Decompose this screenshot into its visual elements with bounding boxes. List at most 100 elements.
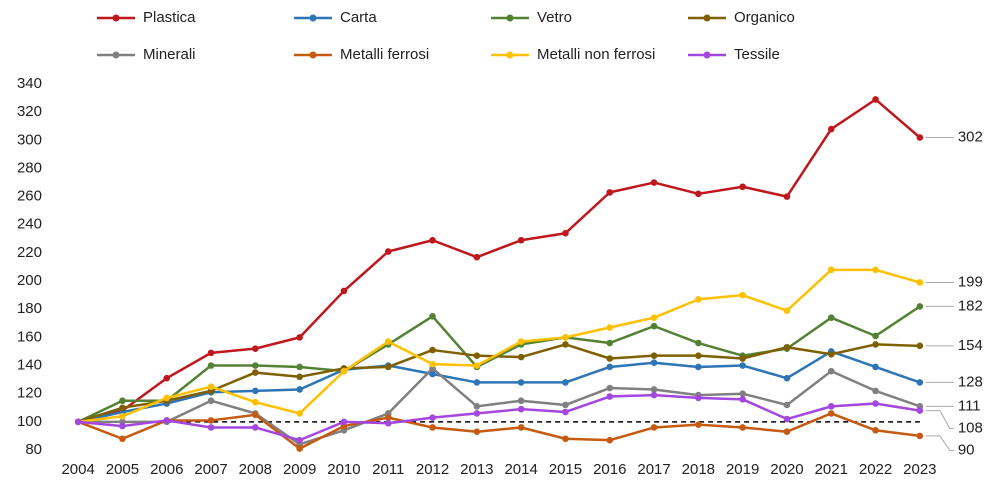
point xyxy=(163,394,171,402)
point xyxy=(517,353,525,361)
point xyxy=(517,338,525,345)
point xyxy=(119,412,126,420)
point xyxy=(562,341,569,348)
legend-label: Organico xyxy=(734,9,795,26)
legend-marker xyxy=(703,51,711,59)
series-line xyxy=(78,393,921,442)
point xyxy=(606,363,614,371)
point xyxy=(207,397,215,405)
point xyxy=(650,179,658,186)
point xyxy=(695,394,702,402)
point xyxy=(473,428,481,436)
point xyxy=(562,408,569,416)
point xyxy=(296,445,303,452)
y-tick-label: 220 xyxy=(17,244,42,261)
point xyxy=(517,405,525,413)
legend-label: Metalli ferrosi xyxy=(340,46,429,63)
point xyxy=(739,424,746,431)
point xyxy=(252,362,259,369)
point xyxy=(739,183,746,191)
point xyxy=(207,362,215,369)
x-tick-label: 2009 xyxy=(283,461,316,478)
point xyxy=(562,435,569,443)
point xyxy=(296,386,303,393)
point xyxy=(783,343,791,351)
x-tick-label: 2007 xyxy=(194,461,227,478)
legend-marker xyxy=(309,14,317,22)
point xyxy=(340,418,348,426)
legend-marker xyxy=(112,51,120,59)
point xyxy=(517,397,525,405)
point xyxy=(207,424,215,431)
series-line xyxy=(77,268,921,424)
point xyxy=(473,253,481,261)
point xyxy=(562,229,569,237)
point xyxy=(473,362,481,369)
legend-marker xyxy=(506,51,514,59)
point xyxy=(252,369,259,376)
point xyxy=(650,386,658,393)
point xyxy=(252,345,259,352)
legend-label: Carta xyxy=(340,9,377,26)
point xyxy=(119,404,126,412)
point xyxy=(517,379,525,386)
point xyxy=(827,314,835,321)
point xyxy=(119,435,126,443)
point xyxy=(650,314,658,321)
point xyxy=(252,424,259,431)
point xyxy=(916,379,924,386)
x-tick-label: 2018 xyxy=(682,461,715,478)
series-line xyxy=(77,350,921,424)
point xyxy=(473,410,481,417)
point xyxy=(296,363,303,371)
point xyxy=(916,279,924,286)
x-tick-label: 2011 xyxy=(372,461,404,478)
end-label: 90 xyxy=(958,441,975,458)
x-tick-label: 2014 xyxy=(504,461,537,478)
point xyxy=(296,436,303,444)
point xyxy=(429,424,436,431)
legend-marker xyxy=(112,14,120,22)
x-tick-label: 2006 xyxy=(150,461,183,478)
point xyxy=(252,387,259,395)
point xyxy=(384,414,392,421)
point xyxy=(163,417,171,424)
x-tick-label: 2008 xyxy=(239,461,272,478)
point xyxy=(384,248,392,255)
x-tick-label: 2020 xyxy=(770,461,803,478)
point xyxy=(695,339,702,347)
legend-label: Plastica xyxy=(143,9,196,26)
point xyxy=(827,350,835,358)
y-tick-label: 120 xyxy=(17,385,42,402)
end-label: 111 xyxy=(958,397,981,414)
point xyxy=(872,341,879,348)
point xyxy=(562,379,569,386)
point xyxy=(429,360,436,368)
point xyxy=(827,403,835,410)
point xyxy=(739,390,746,397)
point xyxy=(296,410,303,417)
point xyxy=(606,393,614,400)
point xyxy=(473,352,481,359)
point xyxy=(163,374,171,382)
point xyxy=(872,387,879,395)
x-tick-label: 2023 xyxy=(903,461,936,478)
point xyxy=(783,193,791,200)
point xyxy=(739,396,746,403)
x-tick-label: 2013 xyxy=(460,461,493,478)
point xyxy=(606,189,614,196)
point xyxy=(916,407,924,414)
point xyxy=(650,322,658,330)
point xyxy=(695,352,702,359)
x-tick-label: 2019 xyxy=(726,461,759,478)
y-tick-label: 80 xyxy=(25,441,42,458)
point xyxy=(296,334,303,341)
legend-label: Tessile xyxy=(734,46,780,63)
point xyxy=(429,236,436,244)
point xyxy=(872,400,879,407)
series-line xyxy=(78,367,921,446)
point xyxy=(473,403,481,410)
legend-marker xyxy=(506,14,514,22)
y-tick-label: 260 xyxy=(17,188,42,205)
